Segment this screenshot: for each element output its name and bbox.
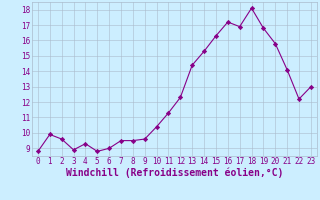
X-axis label: Windchill (Refroidissement éolien,°C): Windchill (Refroidissement éolien,°C): [66, 168, 283, 178]
